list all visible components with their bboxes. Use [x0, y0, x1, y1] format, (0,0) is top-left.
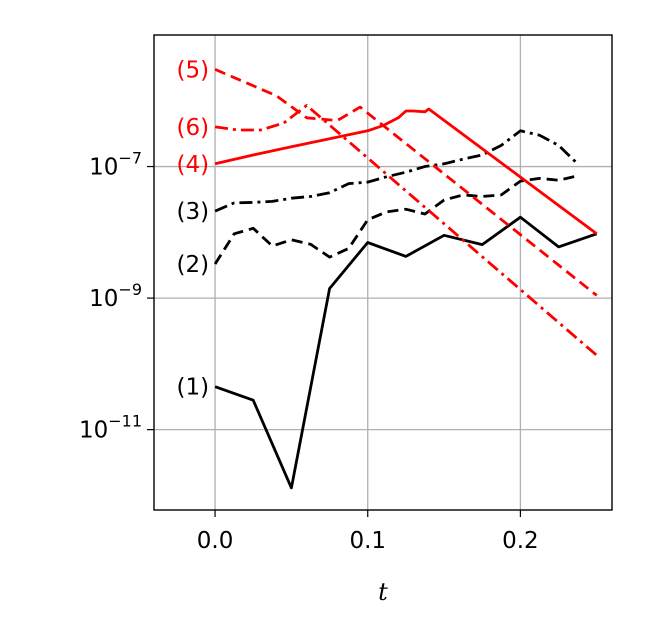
series-line-5: [214, 68, 598, 297]
y-tick-exponent: −9: [118, 280, 142, 299]
y-tick-base: 10: [79, 418, 108, 444]
x-axis-label: t: [378, 578, 388, 606]
x-tick-label: 0.2: [502, 528, 539, 554]
y-tick-exponent: −7: [118, 149, 142, 168]
series-line-6: [214, 104, 598, 357]
x-tick-label: 0.1: [349, 528, 386, 554]
series-line-4: [214, 107, 598, 235]
y-tick-exponent: −11: [108, 412, 142, 431]
y-tick-base: 10: [89, 286, 118, 312]
curve-labels: (1) (2) (3) (4) (5) (6): [176, 57, 209, 400]
grid-lines: [154, 35, 612, 510]
y-tick-label: 10−11: [79, 412, 142, 444]
y-tick-label: 10−9: [89, 280, 142, 312]
axis-ticks: [147, 165, 522, 517]
series-line-2: [213, 174, 578, 265]
curve-label-3: (3): [176, 199, 209, 225]
x-tick-label: 0.0: [197, 528, 234, 554]
y-tick-label: 10−7: [89, 149, 142, 181]
series-line-3: [214, 129, 579, 213]
curve-label-6: (6): [176, 115, 209, 141]
curve-label-4: (4): [176, 152, 209, 178]
curve-label-2: (2): [176, 252, 209, 278]
y-tick-base: 10: [89, 155, 118, 181]
curve-label-5: (5): [176, 57, 209, 83]
curve-label-1: (1): [176, 375, 209, 401]
series-line-1: [214, 215, 598, 490]
series-lines: [213, 68, 598, 490]
plot-frame: [153, 34, 613, 511]
